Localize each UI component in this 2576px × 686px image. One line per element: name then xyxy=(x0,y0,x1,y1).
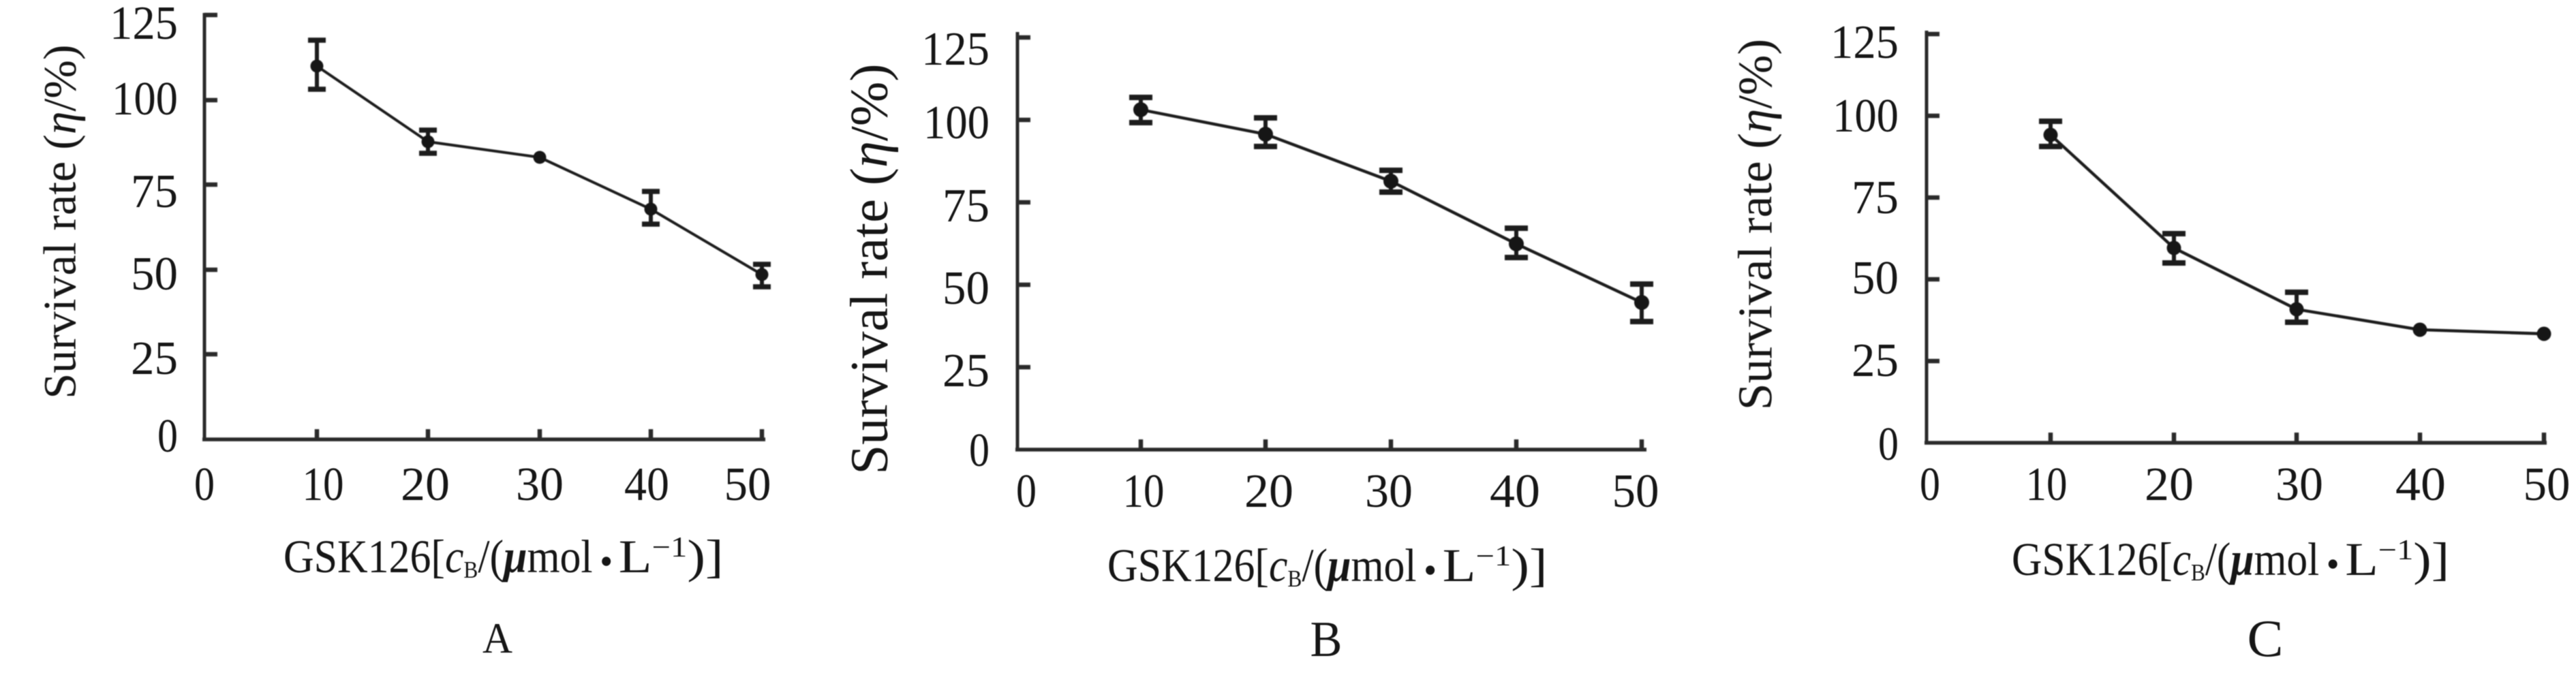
svg-text:50: 50 xyxy=(1852,252,1899,305)
svg-text:A: A xyxy=(482,614,512,662)
svg-text:30: 30 xyxy=(2275,458,2323,511)
svg-text:30: 30 xyxy=(1365,465,1413,518)
svg-text:30: 30 xyxy=(516,458,564,511)
svg-text:50: 50 xyxy=(131,248,178,300)
svg-text:25: 25 xyxy=(942,345,990,397)
svg-text:100: 100 xyxy=(112,73,178,125)
svg-text:C: C xyxy=(2248,609,2284,668)
svg-text:25: 25 xyxy=(131,332,178,385)
svg-text:10: 10 xyxy=(2026,458,2068,511)
svg-text:0: 0 xyxy=(194,458,215,511)
svg-text:100: 100 xyxy=(923,97,990,149)
svg-text:0: 0 xyxy=(157,410,178,463)
svg-text:75: 75 xyxy=(942,180,990,232)
svg-text:20: 20 xyxy=(401,458,450,511)
svg-text:0: 0 xyxy=(1878,418,1899,471)
svg-text:20: 20 xyxy=(1244,465,1293,518)
svg-text:125: 125 xyxy=(1830,16,1899,69)
svg-text:40: 40 xyxy=(624,458,669,511)
svg-text:0: 0 xyxy=(969,424,990,477)
svg-text:25: 25 xyxy=(1852,334,1899,387)
svg-text:50: 50 xyxy=(1612,465,1659,518)
svg-text:10: 10 xyxy=(1123,465,1165,518)
svg-text:0: 0 xyxy=(1920,458,1940,511)
svg-text:50: 50 xyxy=(942,262,990,315)
svg-text:125: 125 xyxy=(110,0,178,50)
svg-text:75: 75 xyxy=(131,166,178,218)
svg-text:100: 100 xyxy=(1833,90,1899,142)
svg-text:40: 40 xyxy=(2395,458,2446,511)
svg-text:50: 50 xyxy=(2524,458,2571,511)
svg-text:20: 20 xyxy=(2145,458,2194,511)
svg-text:10: 10 xyxy=(303,458,344,511)
svg-text:40: 40 xyxy=(1490,465,1540,518)
svg-text:0: 0 xyxy=(1016,465,1037,518)
svg-text:125: 125 xyxy=(921,23,990,76)
svg-text:50: 50 xyxy=(724,458,771,511)
svg-text:75: 75 xyxy=(1852,172,1899,224)
svg-text:B: B xyxy=(1310,612,1343,668)
